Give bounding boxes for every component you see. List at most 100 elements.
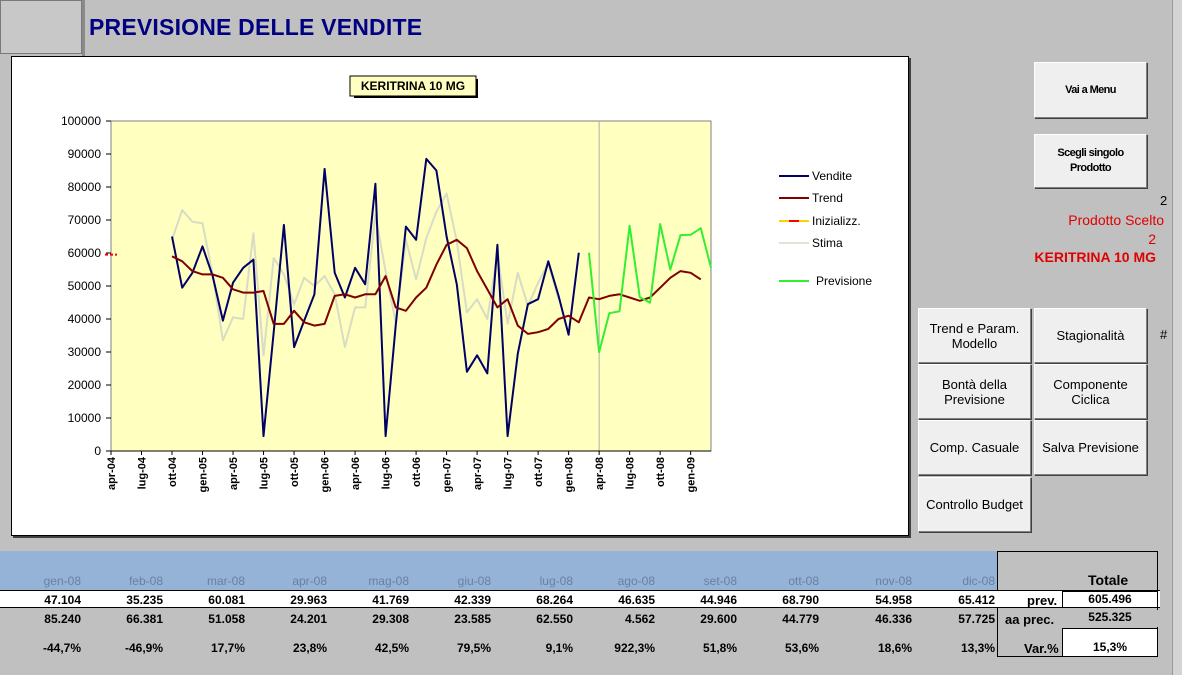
prev-cell[interactable]: 42.339 bbox=[454, 593, 491, 607]
y-tick-label: 80000 bbox=[68, 180, 102, 194]
aa-prec-cell[interactable]: 62.550 bbox=[536, 612, 573, 626]
save-forecast-button[interactable]: Salva Previsione bbox=[1034, 420, 1147, 475]
aa-prec-cell[interactable]: 51.058 bbox=[208, 612, 245, 626]
legend-label: Vendite bbox=[812, 169, 852, 183]
aa-prec-total[interactable]: 525.325 bbox=[1062, 610, 1158, 627]
series-trend-line bbox=[171, 238, 702, 335]
var-cell[interactable]: 53,6% bbox=[784, 641, 819, 655]
name-box[interactable] bbox=[0, 0, 82, 54]
menu-button[interactable]: Vai a Menu bbox=[1034, 62, 1147, 118]
single-product-button[interactable]: Scegli singolo Prodotto bbox=[1034, 134, 1147, 188]
prev-cell[interactable]: 68.790 bbox=[782, 593, 819, 607]
legend-label: Stima bbox=[812, 236, 843, 250]
cyclic-button[interactable]: Componente Ciclica bbox=[1034, 364, 1147, 419]
prev-cell[interactable]: 65.412 bbox=[958, 593, 995, 607]
sales-chart: 1000009000080000700006000050000400003000… bbox=[61, 75, 872, 492]
var-cell[interactable]: 17,7% bbox=[210, 641, 245, 655]
x-tick-label: ott-07 bbox=[533, 457, 545, 487]
month-header[interactable]: lug-08 bbox=[539, 574, 573, 588]
var-cell[interactable]: 51,8% bbox=[702, 641, 737, 655]
legend-label: Previsione bbox=[816, 274, 872, 288]
month-header[interactable]: ago-08 bbox=[617, 574, 655, 588]
x-tick-label: gen-06 bbox=[320, 457, 332, 492]
aa-prec-label: aa prec. bbox=[1005, 612, 1055, 627]
var-cell[interactable]: 13,3% bbox=[960, 641, 995, 655]
chart-panel[interactable]: 100000 90000 80000 70000 60000 50000 40000 3000… bbox=[11, 56, 909, 536]
var-cell[interactable]: 23,8% bbox=[292, 641, 327, 655]
y-tick-label: 40000 bbox=[68, 312, 102, 326]
totale-label: Totale bbox=[1088, 572, 1129, 588]
prev-cell[interactable]: 47.104 bbox=[44, 593, 81, 607]
var-cell[interactable]: 9,1% bbox=[545, 641, 573, 655]
month-header[interactable]: mar-08 bbox=[206, 574, 245, 588]
prev-cell[interactable]: 68.264 bbox=[536, 593, 573, 607]
y-tick-label: 90000 bbox=[68, 147, 102, 161]
month-header[interactable]: ott-08 bbox=[788, 574, 819, 588]
aa-prec-cell[interactable]: 29.600 bbox=[700, 612, 737, 626]
y-tick-label: 100000 bbox=[61, 114, 101, 128]
aa-prec-cell[interactable]: 29.308 bbox=[372, 612, 409, 626]
x-tick-label: lug-06 bbox=[381, 457, 393, 489]
product-name: KERITRINA 10 MG bbox=[1034, 249, 1156, 265]
var-cell[interactable]: -44,7% bbox=[42, 641, 81, 655]
prev-cell[interactable]: 41.769 bbox=[372, 593, 409, 607]
aa-prec-cell[interactable]: 23.585 bbox=[454, 612, 491, 626]
goodness-button[interactable]: Bontà della Previsione bbox=[918, 364, 1031, 419]
var-label: Var.% bbox=[1024, 641, 1059, 656]
aa-prec-cell[interactable]: 57.725 bbox=[958, 612, 995, 626]
chart-title: KERITRINA 10 MG bbox=[361, 79, 465, 93]
var-cell[interactable]: 79,5% bbox=[456, 641, 491, 655]
prev-cell[interactable]: 46.635 bbox=[618, 593, 655, 607]
month-header[interactable]: dic-08 bbox=[962, 574, 995, 588]
prev-cell[interactable]: 35.235 bbox=[126, 593, 163, 607]
aa-prec-cell[interactable]: 66.381 bbox=[126, 612, 163, 626]
prev-cell[interactable]: 29.963 bbox=[290, 593, 327, 607]
seasonality-button[interactable]: Stagionalità bbox=[1034, 308, 1147, 363]
month-header[interactable]: apr-08 bbox=[292, 574, 327, 588]
aa-prec-cell[interactable]: 4.562 bbox=[624, 612, 655, 626]
y-tick-label: 30000 bbox=[68, 345, 102, 359]
x-tick-label: apr-07 bbox=[472, 457, 484, 490]
summary-table: Totale prev. aa prec. Var.% 605.496 525.… bbox=[0, 551, 1182, 675]
month-header[interactable]: mag-08 bbox=[368, 574, 409, 588]
y-tick-label: 70000 bbox=[68, 213, 102, 227]
x-tick-label: lug-05 bbox=[259, 457, 271, 489]
aa-prec-cell[interactable]: 46.336 bbox=[875, 612, 912, 626]
x-tick-label: lug-08 bbox=[625, 457, 637, 489]
month-header[interactable]: giu-08 bbox=[457, 574, 491, 588]
month-header[interactable]: nov-08 bbox=[875, 574, 912, 588]
month-header[interactable]: set-08 bbox=[703, 574, 737, 588]
series-vendite-line bbox=[171, 157, 580, 438]
legend-label: Inizializz. bbox=[812, 214, 861, 228]
x-tick-label: gen-05 bbox=[198, 457, 210, 492]
prev-cell[interactable]: 54.958 bbox=[875, 593, 912, 607]
var-cell[interactable]: 18,6% bbox=[877, 641, 912, 655]
budget-button[interactable]: Controllo Budget bbox=[918, 477, 1031, 532]
product-index: 2 bbox=[1160, 193, 1168, 208]
x-tick-label: apr-08 bbox=[594, 457, 606, 490]
x-tick-label: gen-09 bbox=[686, 457, 698, 492]
prev-label: prev. bbox=[1027, 593, 1058, 608]
x-tick-label: gen-08 bbox=[564, 457, 576, 492]
var-cell[interactable]: 42,5% bbox=[374, 641, 409, 655]
month-header[interactable]: gen-08 bbox=[43, 574, 81, 588]
sheet-edge bbox=[1172, 0, 1182, 675]
prev-cell[interactable]: 60.081 bbox=[208, 593, 245, 607]
var-cell[interactable]: 922,3% bbox=[614, 641, 655, 655]
aa-prec-cell[interactable]: 44.779 bbox=[782, 612, 819, 626]
month-header[interactable]: feb-08 bbox=[128, 574, 163, 588]
var-cell[interactable]: -46,9% bbox=[124, 641, 163, 655]
month-header-band bbox=[0, 551, 997, 590]
prev-cell[interactable]: 44.946 bbox=[700, 593, 737, 607]
page-title: PREVISIONE DELLE VENDITE bbox=[89, 14, 423, 40]
chart-title-box bbox=[349, 75, 477, 97]
product-number: 2 bbox=[1148, 231, 1156, 247]
casual-button[interactable]: Comp. Casuale bbox=[918, 420, 1031, 475]
x-tick-label: lug-04 bbox=[137, 456, 149, 489]
prev-total[interactable]: 605.496 bbox=[1062, 591, 1158, 608]
trend-button[interactable]: Trend e Param. Modello bbox=[918, 308, 1031, 363]
var-total[interactable]: 15,3% bbox=[1062, 628, 1158, 657]
x-tick-label: ott-06 bbox=[411, 457, 423, 487]
aa-prec-cell[interactable]: 85.240 bbox=[44, 612, 81, 626]
aa-prec-cell[interactable]: 24.201 bbox=[290, 612, 327, 626]
